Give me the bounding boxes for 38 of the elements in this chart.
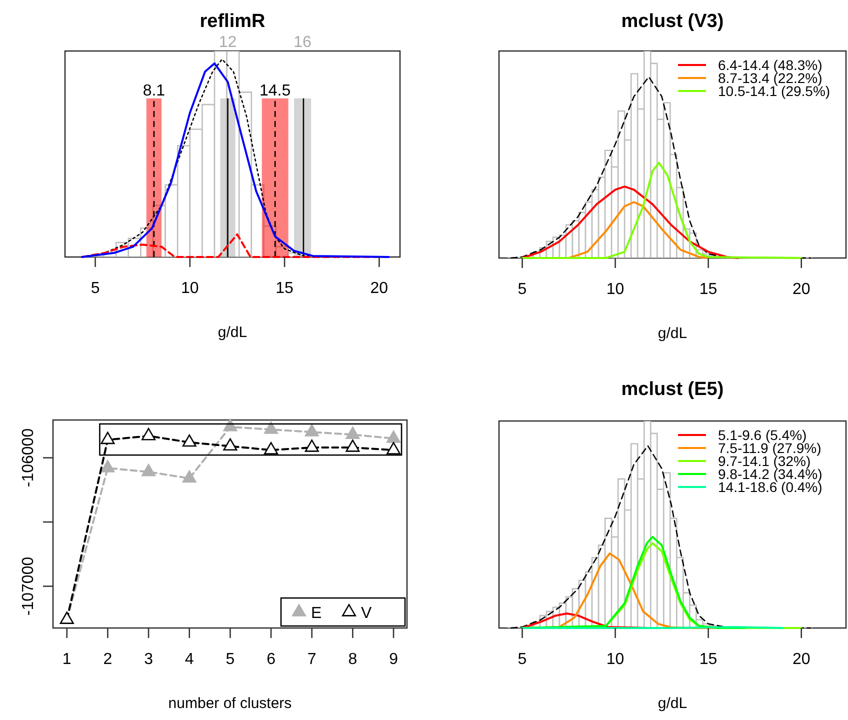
x-tick-label: 5 [518,651,527,668]
legend-label: V [361,605,372,622]
x-tick-label: 10 [606,651,624,668]
legend-label: E [311,605,322,622]
x-tick-label: 6 [266,651,276,668]
x-tick-label: 1 [62,651,72,668]
x-tick-label: 10 [606,281,624,298]
x-tick-label: 15 [699,281,718,298]
x-tick-label: 20 [792,281,810,298]
x-tick-label: 7 [307,651,316,668]
x-tick-label: 5 [518,281,527,298]
x-tick-label: 4 [184,651,194,668]
x-tick-label: 9 [389,651,398,668]
x-axis-title: number of clusters [168,695,292,712]
band-label: 12 [218,34,237,51]
chart-title: mclust (V3) [621,11,724,32]
ref-line-label: 14.5 [260,82,291,100]
legend-label: 6.4-14.4 (48.3%) [718,57,822,73]
x-tick-label: 20 [792,651,810,668]
x-tick-label: 8 [348,651,358,668]
x-tick-label: 5 [90,280,100,297]
x-tick-label: 2 [103,651,112,668]
x-tick-label: 15 [699,651,718,668]
x-axis-title: g/dL [658,695,688,712]
x-axis-title: g/dL [218,324,248,341]
x-tick-label: 10 [181,280,199,297]
chart-title: mclust (E5) [621,379,724,400]
ref-line-label: 8.1 [142,82,166,100]
x-tick-label: 3 [144,651,154,668]
y-tick-label: -107000 [20,556,37,616]
chart-title: reflimR [200,11,266,32]
legend-label: 5.1-9.6 (5.4%) [718,427,807,443]
x-tick-label: 5 [226,651,235,668]
band-label: 16 [294,34,312,51]
x-axis-title: g/dL [658,325,688,342]
x-tick-label: 20 [370,280,388,297]
x-tick-label: 15 [276,280,294,297]
y-tick-label: -106000 [20,428,37,488]
